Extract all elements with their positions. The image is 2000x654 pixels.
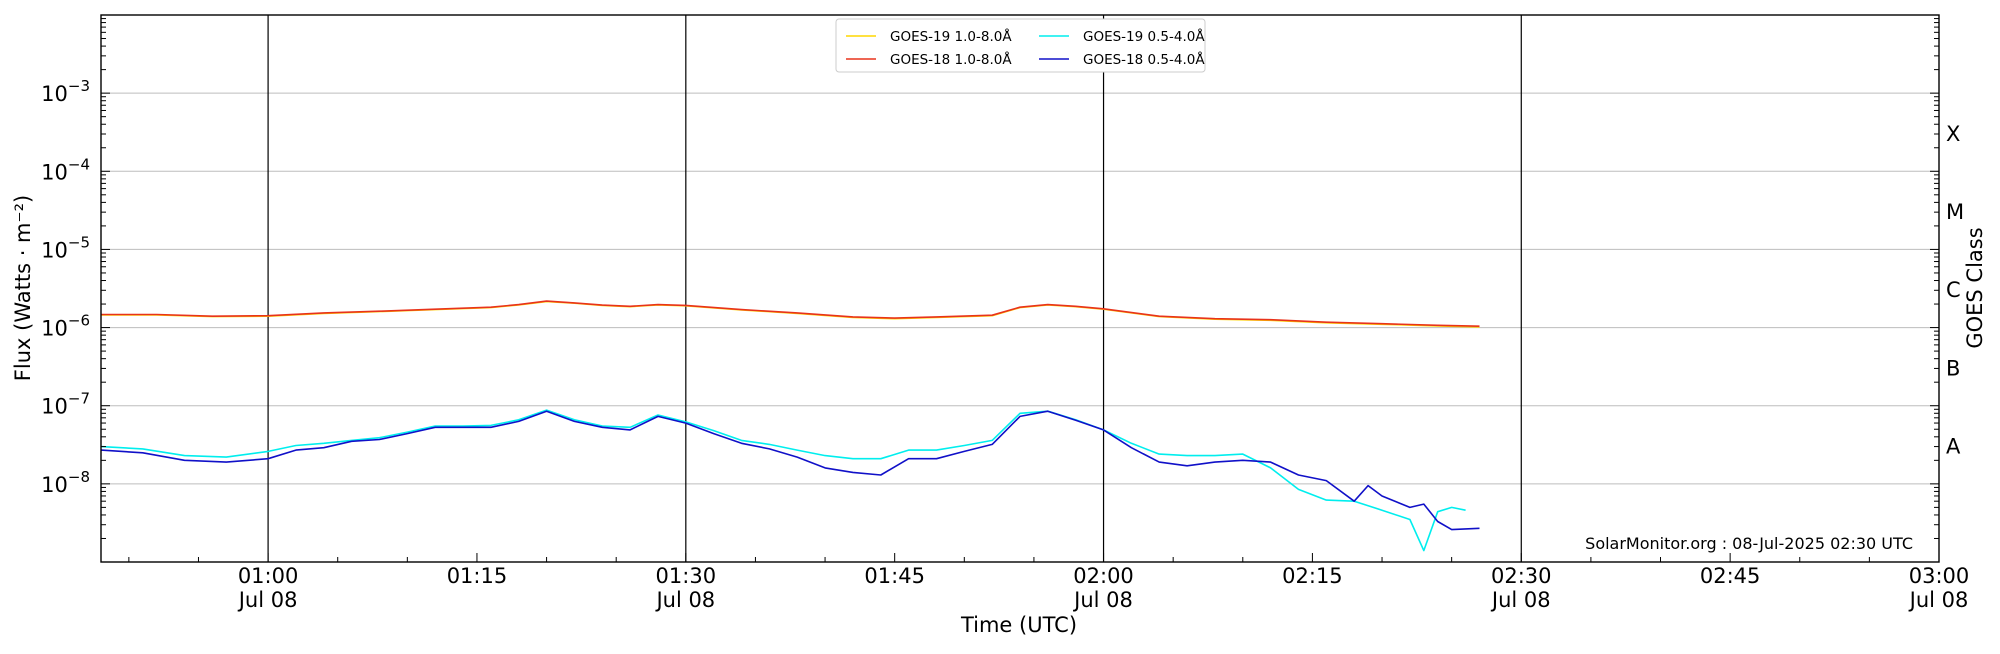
goes-class-label: B	[1946, 356, 1960, 380]
series-line	[100, 409, 1466, 552]
goes-class-label-layer: X M C B A	[1946, 122, 1964, 459]
y-tick-label-layer: 10−8 10−7 10−6 10−5 10−4 10−3	[41, 77, 90, 497]
y-tick-label: 10−8	[41, 468, 90, 497]
goes-class-label: X	[1946, 122, 1960, 146]
x-axis-title: Time (UTC)	[960, 613, 1077, 637]
tick-layer	[101, 18, 1940, 563]
x-tick-date-label: Jul 08	[1072, 588, 1133, 612]
grid-layer	[101, 92, 1939, 485]
y-tick-label: 10−3	[41, 77, 90, 106]
x-tick-label: 02:15	[1282, 564, 1343, 588]
x-tick-label: 01:00	[238, 564, 299, 588]
x-tick-label: 01:45	[864, 564, 925, 588]
right-axis-title: GOES Class	[1963, 227, 1987, 348]
x-tick-date-label: Jul 08	[1490, 588, 1551, 612]
legend-entry-label: GOES-18 1.0-8.0Å	[890, 51, 1012, 68]
y-tick-label: 10−4	[41, 155, 90, 184]
legend: GOES-19 1.0-8.0Å GOES-19 0.5-4.0Å GOES-18 …	[835, 18, 1206, 73]
x-tick-label: 01:30	[656, 564, 717, 588]
legend-box	[835, 18, 1206, 73]
x-tick-date-label: Jul 08	[237, 588, 298, 612]
y-tick-label: 10−7	[41, 390, 90, 419]
series-line	[101, 300, 1480, 327]
y-tick-label: 10−5	[41, 233, 90, 262]
source-annotation: SolarMonitor.org : 08-Jul-2025 02:30 UTC	[1585, 534, 1913, 553]
x-tick-date-label: Jul 08	[1908, 588, 1969, 612]
x-tick-label: 02:00	[1073, 564, 1134, 588]
x-tick-label: 02:30	[1491, 564, 1552, 588]
legend-entry-label: GOES-18 0.5-4.0Å	[1083, 51, 1205, 68]
y-axis-title: Flux (Watts · m⁻²)	[11, 195, 35, 381]
plot-frame	[100, 14, 1940, 563]
x-tick-date-label: Jul 08	[654, 588, 715, 612]
x-tick-label: 03:00	[1909, 564, 1970, 588]
legend-entry-label: GOES-19 0.5-4.0Å	[1083, 28, 1205, 45]
series-line	[100, 410, 1480, 531]
goes-class-label: C	[1946, 278, 1961, 302]
time-marker-layer	[267, 15, 1522, 562]
legend-entry-label: GOES-19 1.0-8.0Å	[890, 28, 1012, 45]
y-tick-label: 10−6	[41, 312, 90, 341]
series-layer	[100, 300, 1480, 552]
goes-class-label: M	[1946, 200, 1964, 224]
x-tick-label: 01:15	[447, 564, 508, 588]
goes-class-label: A	[1946, 434, 1961, 458]
x-tick-label: 02:45	[1700, 564, 1761, 588]
